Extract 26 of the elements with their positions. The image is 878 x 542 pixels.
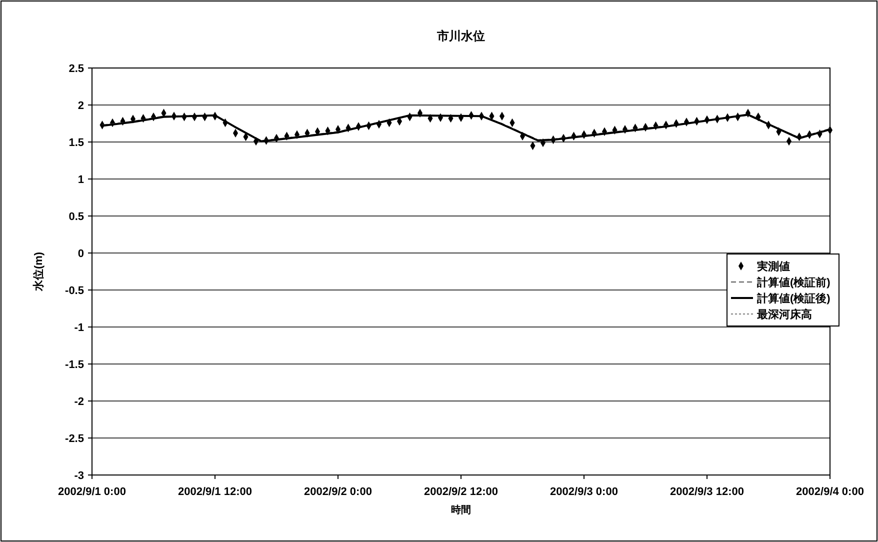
x-tick-label: 2002/9/1 0:00 (58, 486, 126, 498)
x-axis-title: 時間 (451, 504, 471, 516)
y-tick-label: -1.5 (65, 359, 84, 371)
x-tick-label: 2002/9/2 0:00 (304, 486, 372, 498)
y-tick-label: 0.5 (68, 211, 84, 223)
x-tick-label: 2002/9/2 12:00 (424, 486, 498, 498)
x-tick-label: 2002/9/3 0:00 (550, 486, 618, 498)
y-tick-label: 1.5 (68, 137, 84, 149)
y-tick-label: 2.5 (68, 63, 84, 75)
y-axis-title: 水位(m) (32, 252, 45, 292)
y-tick-label: 0 (78, 248, 84, 260)
y-tick-label: 2 (78, 100, 84, 112)
y-tick-label: -2 (74, 396, 84, 408)
y-tick-label: -2.5 (65, 433, 84, 445)
legend-label: 実測値 (756, 260, 790, 273)
x-tick-label: 2002/9/3 12:00 (670, 486, 744, 498)
legend-label: 計算値(検証後) (756, 292, 831, 305)
x-tick-label: 2002/9/4 0:00 (796, 486, 864, 498)
legend-label: 計算値(検証前) (756, 276, 831, 289)
legend-label: 最深河床高 (756, 308, 812, 321)
y-tick-label: -1 (74, 322, 84, 334)
chart-title: 市川水位 (436, 29, 485, 43)
y-tick-label: -3 (74, 470, 84, 482)
y-tick-label: 1 (78, 174, 84, 186)
x-tick-label: 2002/9/1 12:00 (178, 486, 252, 498)
y-tick-label: -0.5 (65, 285, 84, 297)
